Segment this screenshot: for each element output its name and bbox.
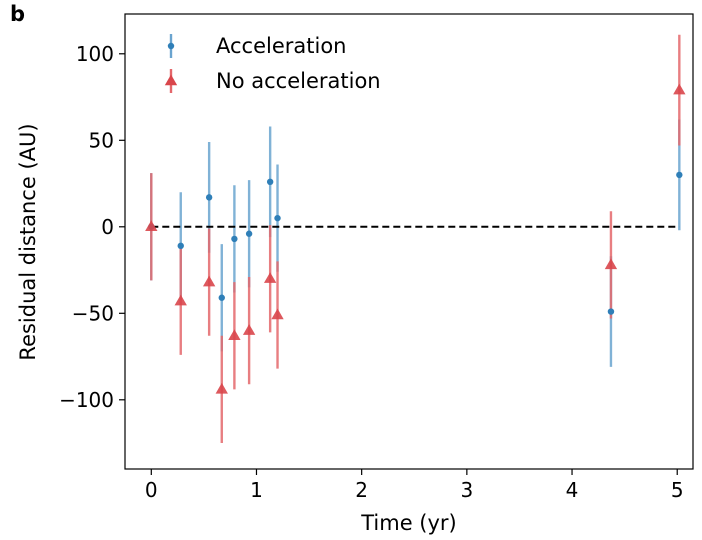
legend-label-no-acceleration: No acceleration: [216, 69, 381, 93]
y-tick-label: 50: [89, 128, 114, 152]
point-acceleration-3: [218, 294, 225, 301]
tick-layer: 0 1 2 3 4 5 100 50 0 −50 −100: [59, 42, 684, 502]
point-no-acceleration-1: [174, 294, 187, 306]
point-no-acceleration-9: [673, 83, 686, 95]
panel-label: b: [10, 2, 26, 26]
point-no-acceleration-4: [228, 329, 241, 341]
plot-frame: [124, 13, 694, 470]
point-acceleration-1: [177, 242, 184, 250]
point-no-acceleration-6: [263, 272, 277, 283]
point-acceleration-2: [205, 194, 213, 201]
legend-marker-acceleration: [167, 42, 175, 50]
point-no-acceleration-0: [145, 220, 158, 232]
x-tick-label: 2: [355, 478, 368, 502]
point-acceleration-8: [607, 308, 615, 315]
x-axis-label: Time (yr): [360, 511, 457, 535]
point-no-acceleration-8: [604, 258, 618, 270]
point-acceleration-5: [245, 230, 253, 237]
legend-label-acceleration: Acceleration: [216, 34, 347, 58]
y-axis-label: Residual distance (AU): [16, 123, 40, 360]
point-no-acceleration-2: [202, 275, 216, 287]
marker-layer: [145, 83, 686, 394]
y-tick-label: 0: [101, 215, 114, 239]
point-acceleration-9: [676, 171, 683, 179]
point-acceleration-6: [266, 178, 274, 186]
x-tick-label: 4: [566, 478, 579, 502]
x-tick-label: 3: [460, 478, 473, 502]
point-no-acceleration-7: [271, 308, 284, 320]
point-acceleration-7: [274, 214, 281, 222]
point-no-acceleration-3: [215, 382, 228, 394]
legend: Acceleration No acceleration: [164, 34, 381, 93]
x-tick-label: 0: [145, 478, 158, 502]
point-acceleration-4: [231, 235, 238, 243]
y-tick-label: 100: [76, 42, 114, 66]
errorbar-layer: [150, 34, 681, 444]
x-tick-label: 1: [250, 478, 263, 502]
y-tick-label: −100: [59, 388, 114, 412]
point-no-acceleration-5: [242, 324, 256, 335]
legend-marker-no-acceleration: [164, 74, 178, 86]
y-tick-label: −50: [72, 301, 114, 325]
x-tick-label: 5: [671, 478, 684, 502]
